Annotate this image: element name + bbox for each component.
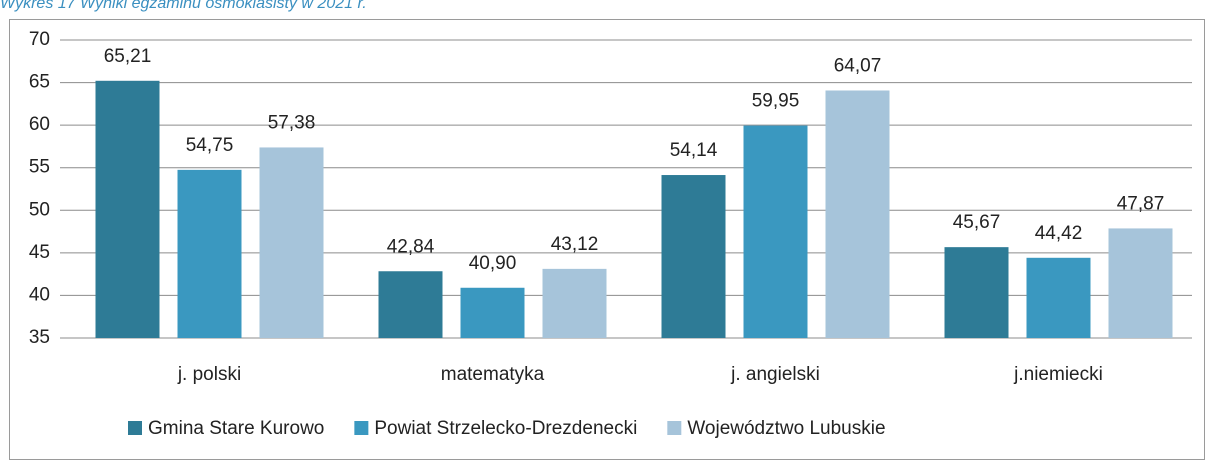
data-label: 43,12 — [551, 234, 599, 255]
bar — [1026, 257, 1091, 338]
legend-label: Powiat Strzelecko-Drezdenecki — [374, 418, 637, 439]
y-tick-label: 50 — [29, 199, 50, 220]
bar — [661, 175, 726, 338]
chart-title: Wykres 17 Wyniki egzaminu ósmoklasisty w… — [0, 0, 367, 12]
data-label: 54,14 — [670, 140, 718, 161]
bar — [95, 80, 160, 338]
x-tick-label: j.niemiecki — [1013, 364, 1103, 385]
data-label: 44,42 — [1035, 223, 1083, 244]
data-label: 47,87 — [1117, 193, 1165, 214]
x-tick-label: j. angielski — [730, 364, 820, 385]
legend-label: Gmina Stare Kurowo — [148, 418, 324, 439]
bar — [177, 169, 242, 338]
legend-swatch — [128, 421, 142, 435]
legend-label: Województwo Lubuskie — [687, 418, 885, 439]
x-tick-label: j. polski — [177, 364, 241, 385]
y-tick-label: 65 — [29, 72, 50, 93]
bar — [825, 90, 890, 338]
bar — [743, 125, 808, 338]
bar — [1108, 228, 1173, 338]
data-label: 40,90 — [469, 253, 517, 274]
data-label: 42,84 — [387, 236, 435, 257]
data-label: 64,07 — [834, 56, 882, 77]
data-label: 54,75 — [186, 135, 234, 156]
bar — [378, 271, 443, 338]
data-label: 45,67 — [953, 212, 1001, 233]
x-tick-label: matematyka — [441, 364, 545, 385]
y-tick-label: 60 — [29, 114, 50, 135]
data-label: 57,38 — [268, 112, 316, 133]
data-label: 65,21 — [104, 46, 152, 67]
y-tick-label: 70 — [29, 29, 50, 50]
y-tick-label: 45 — [29, 242, 50, 263]
y-tick-label: 55 — [29, 157, 50, 178]
bar — [259, 147, 324, 338]
y-tick-label: 35 — [29, 327, 50, 348]
legend-swatch — [354, 421, 369, 435]
bar — [542, 268, 607, 338]
bar — [460, 287, 525, 338]
data-label: 59,95 — [752, 91, 800, 112]
bar — [944, 247, 1009, 338]
legend-swatch — [667, 421, 682, 435]
y-tick-label: 40 — [29, 284, 50, 305]
